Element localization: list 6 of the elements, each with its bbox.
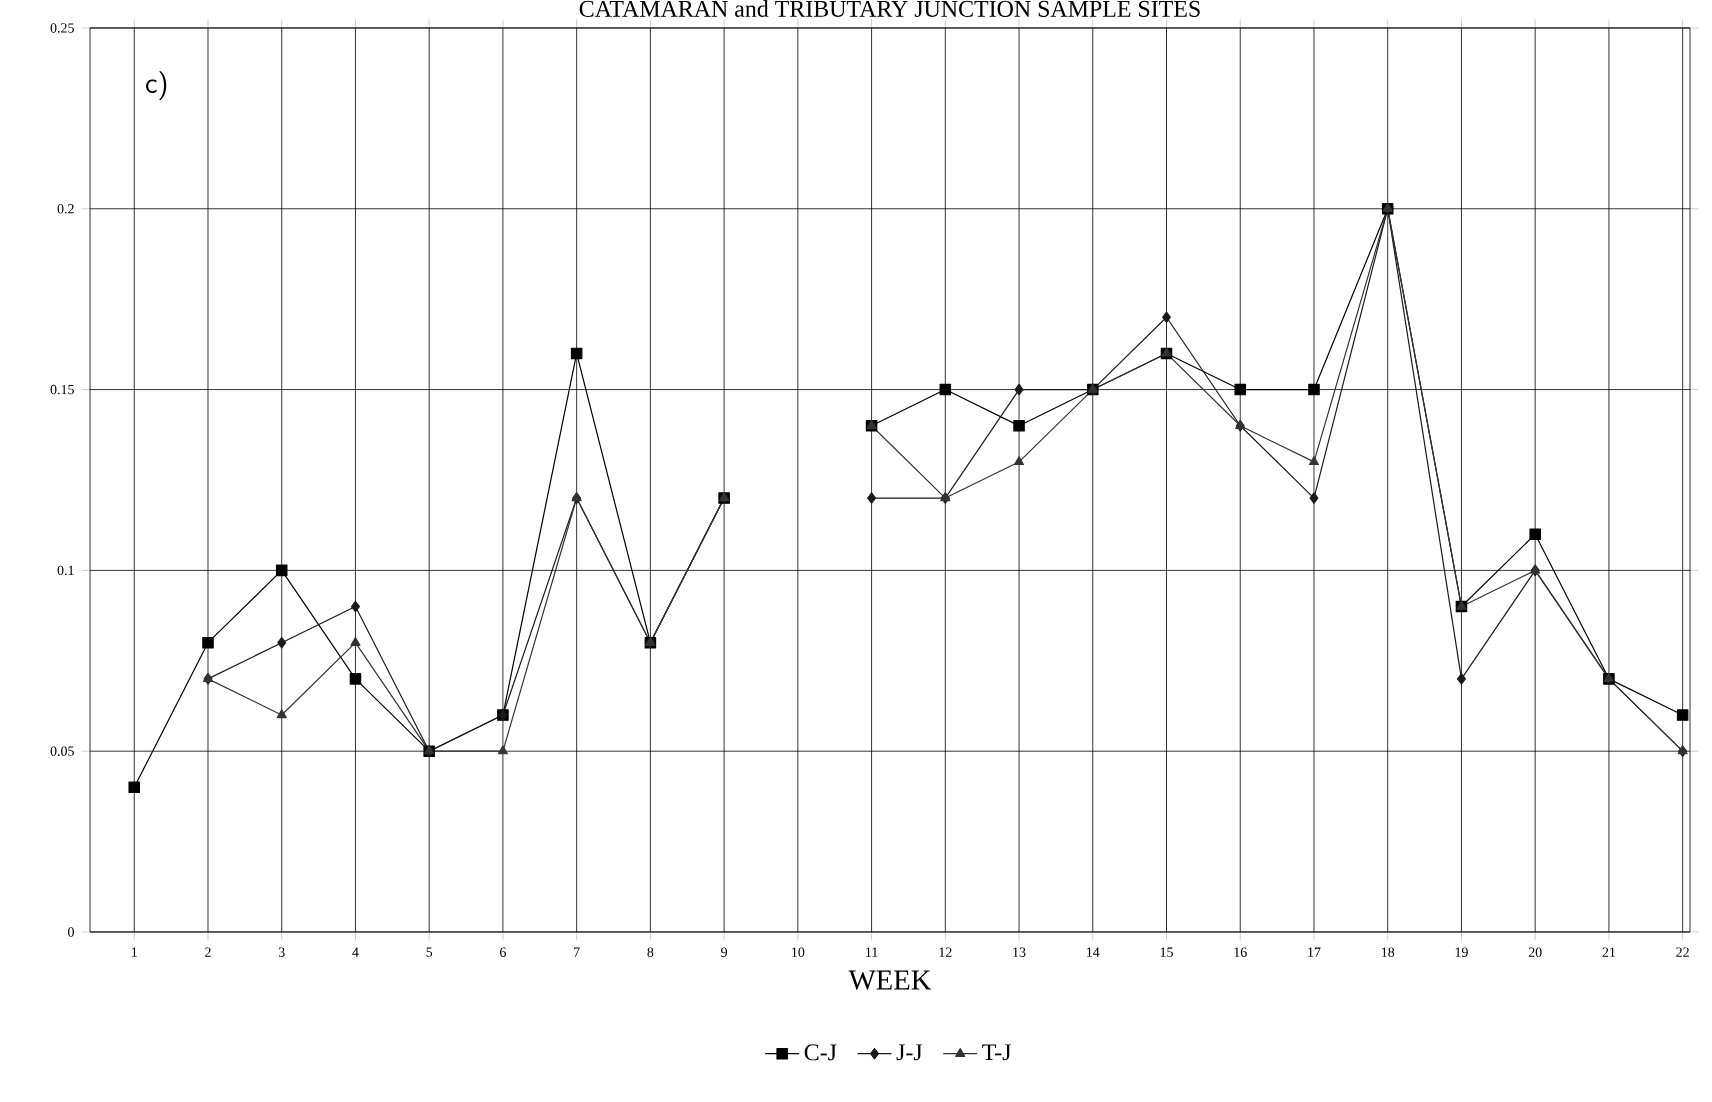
- legend-label: C-J: [804, 1044, 837, 1061]
- chart-title: CATAMARAN and TRIBUTARY JUNCTION SAMPLE SITES: [579, 0, 1200, 17]
- x-axis-title: WEEK: [848, 970, 932, 990]
- legend-label: T-J: [982, 1044, 1011, 1061]
- annotation: c): [146, 71, 167, 100]
- legend-label: J-J: [896, 1044, 923, 1061]
